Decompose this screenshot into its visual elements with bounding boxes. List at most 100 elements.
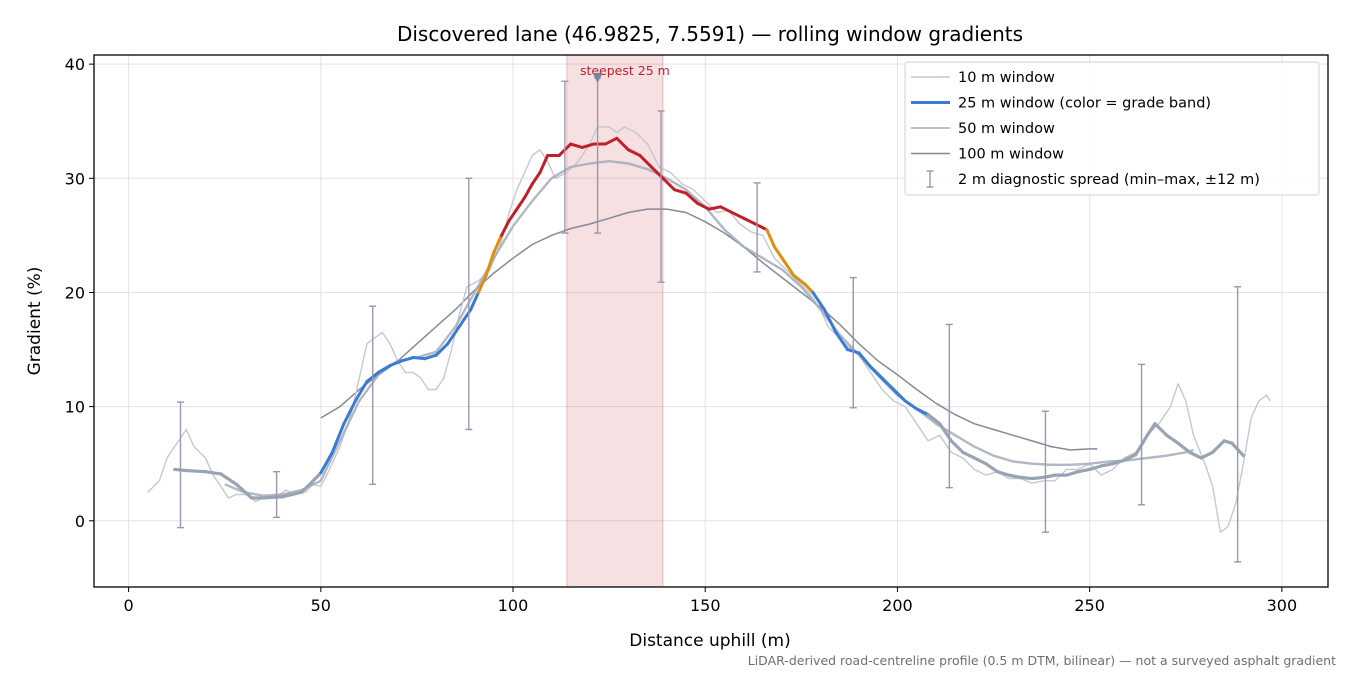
series-25m-segment (261, 495, 284, 500)
series-25m-segment (696, 201, 711, 211)
series-25m-segment (972, 456, 988, 466)
x-tick-label: 150 (690, 596, 721, 615)
series-25m-segment (484, 251, 496, 277)
series-25m-segment (1211, 439, 1226, 454)
legend-100m-label: 100 m window (958, 147, 1064, 163)
plot-frame (93, 54, 1329, 588)
series-25m-segment (638, 153, 653, 169)
series-layer (147, 126, 1271, 533)
x-tick-label: 250 (1074, 596, 1105, 615)
steepest-segment-band (566, 54, 664, 588)
y-tick-label: 10 (65, 398, 85, 417)
series-25m-segment (1122, 452, 1138, 462)
series-25m-segment (434, 342, 450, 357)
series-25m-segment (1188, 450, 1203, 460)
series-25m-segment (765, 228, 776, 249)
series-25m-segment (499, 219, 511, 237)
series-25m-segment (311, 471, 323, 483)
y-tick-label: 0 (75, 512, 85, 531)
chart-title: Discovered lane (46.9825, 7.5591) — roll… (397, 22, 1023, 46)
series-25m-segment (1145, 422, 1157, 437)
steepest-marker (592, 72, 603, 83)
footnote: LiDAR-derived road-centreline profile (0… (748, 653, 1336, 668)
series-25m-segment (330, 422, 346, 454)
series-25m-segment (707, 205, 723, 211)
series-25m-segment (892, 387, 907, 403)
series-25m-segment (538, 153, 550, 175)
legend-box (904, 61, 1320, 196)
series-25m-segment (1153, 422, 1169, 437)
series-25m-segment (353, 380, 369, 403)
series-25m-segment (423, 353, 438, 361)
errorbar-layer (176, 72, 1242, 563)
x-tick-label: 200 (882, 596, 913, 615)
series-25m-segment (1111, 458, 1126, 466)
x-tick-label: 50 (311, 596, 331, 615)
series-25m-segment (469, 290, 480, 312)
series-25m-segment (811, 290, 826, 312)
series-25m-segment (626, 148, 642, 157)
series-25m-segment (742, 216, 757, 226)
series-25m-segment (219, 472, 238, 486)
series-25m-segment (580, 142, 596, 149)
series-25m-segment (299, 479, 315, 494)
legend-10m-label: 10 m window (958, 70, 1055, 86)
series-25m-segment (1076, 467, 1092, 474)
x-axis-label: Distance uphill (m) (629, 631, 790, 651)
series-25m-segment (515, 196, 527, 211)
series-25m-segment (492, 233, 503, 255)
series-25m-segment (476, 273, 488, 294)
series-25m-segment (1099, 462, 1115, 468)
series-25m-segment (530, 171, 542, 186)
series-10m-line (147, 126, 1271, 533)
series-25m-segment (730, 211, 746, 220)
series-25m-segment (792, 273, 807, 286)
series-25m-segment (1018, 475, 1034, 481)
series-25m-segment (280, 490, 304, 499)
series-25m-segment (342, 399, 357, 426)
x-tick-label: 0 (124, 596, 134, 615)
series-25m-segment (822, 308, 838, 334)
series-25m-segment (719, 205, 734, 215)
series-25m-segment (234, 482, 254, 500)
x-tick-label: 300 (1267, 596, 1298, 615)
legend-25m-label: 25 m window (color = grade band) (958, 96, 1211, 112)
series-25m-segment (780, 256, 796, 277)
series-25m-segment (376, 364, 392, 374)
highlight-band-layer: steepest 25 m (566, 54, 670, 588)
series-25m-segment (1064, 470, 1080, 477)
series-25m-segment (661, 176, 676, 192)
series-25m-segment (523, 182, 534, 200)
series-25m-segment (1176, 441, 1192, 454)
series-25m-segment (961, 450, 976, 460)
series-25m-segment (903, 399, 919, 411)
series-25m-segment (603, 136, 619, 146)
series-25m-segment (388, 359, 404, 368)
series-25m-segment (615, 136, 630, 152)
series-25m-segment (184, 468, 208, 474)
series-25m-segment (880, 376, 896, 391)
series-25m-segment (949, 439, 965, 454)
series-25m-segment (915, 407, 930, 417)
x-tick-label: 100 (498, 596, 529, 615)
tick-layer: 0 50 100 150 200 250 300 0 10 20 30 40 (65, 55, 1298, 615)
legend: 10 m window 25 m window (color = grade ba… (904, 61, 1320, 196)
series-100m-line (320, 208, 1098, 451)
y-tick-label: 20 (65, 283, 85, 302)
series-25m-segment (672, 188, 688, 195)
series-25m-segment (857, 351, 873, 369)
series-25m-segment (1164, 433, 1180, 445)
series-25m-segment (772, 245, 784, 260)
legend-errorbar-label: 2 m diagnostic spread (min–max, ±12 m) (958, 172, 1260, 188)
series-25m-segment (1030, 475, 1046, 481)
series-25m-segment (684, 191, 700, 205)
y-tick-label: 40 (65, 55, 85, 74)
steepest-segment-label: steepest 25 m (580, 63, 670, 78)
series-25m-segment (507, 207, 519, 223)
y-axis-label: Gradient (%) (25, 267, 45, 376)
legend-50m-label: 50 m window (958, 121, 1055, 137)
series-25m-segment (319, 450, 334, 475)
y-tick-label: 30 (65, 169, 85, 188)
series-25m-segment (926, 413, 942, 426)
